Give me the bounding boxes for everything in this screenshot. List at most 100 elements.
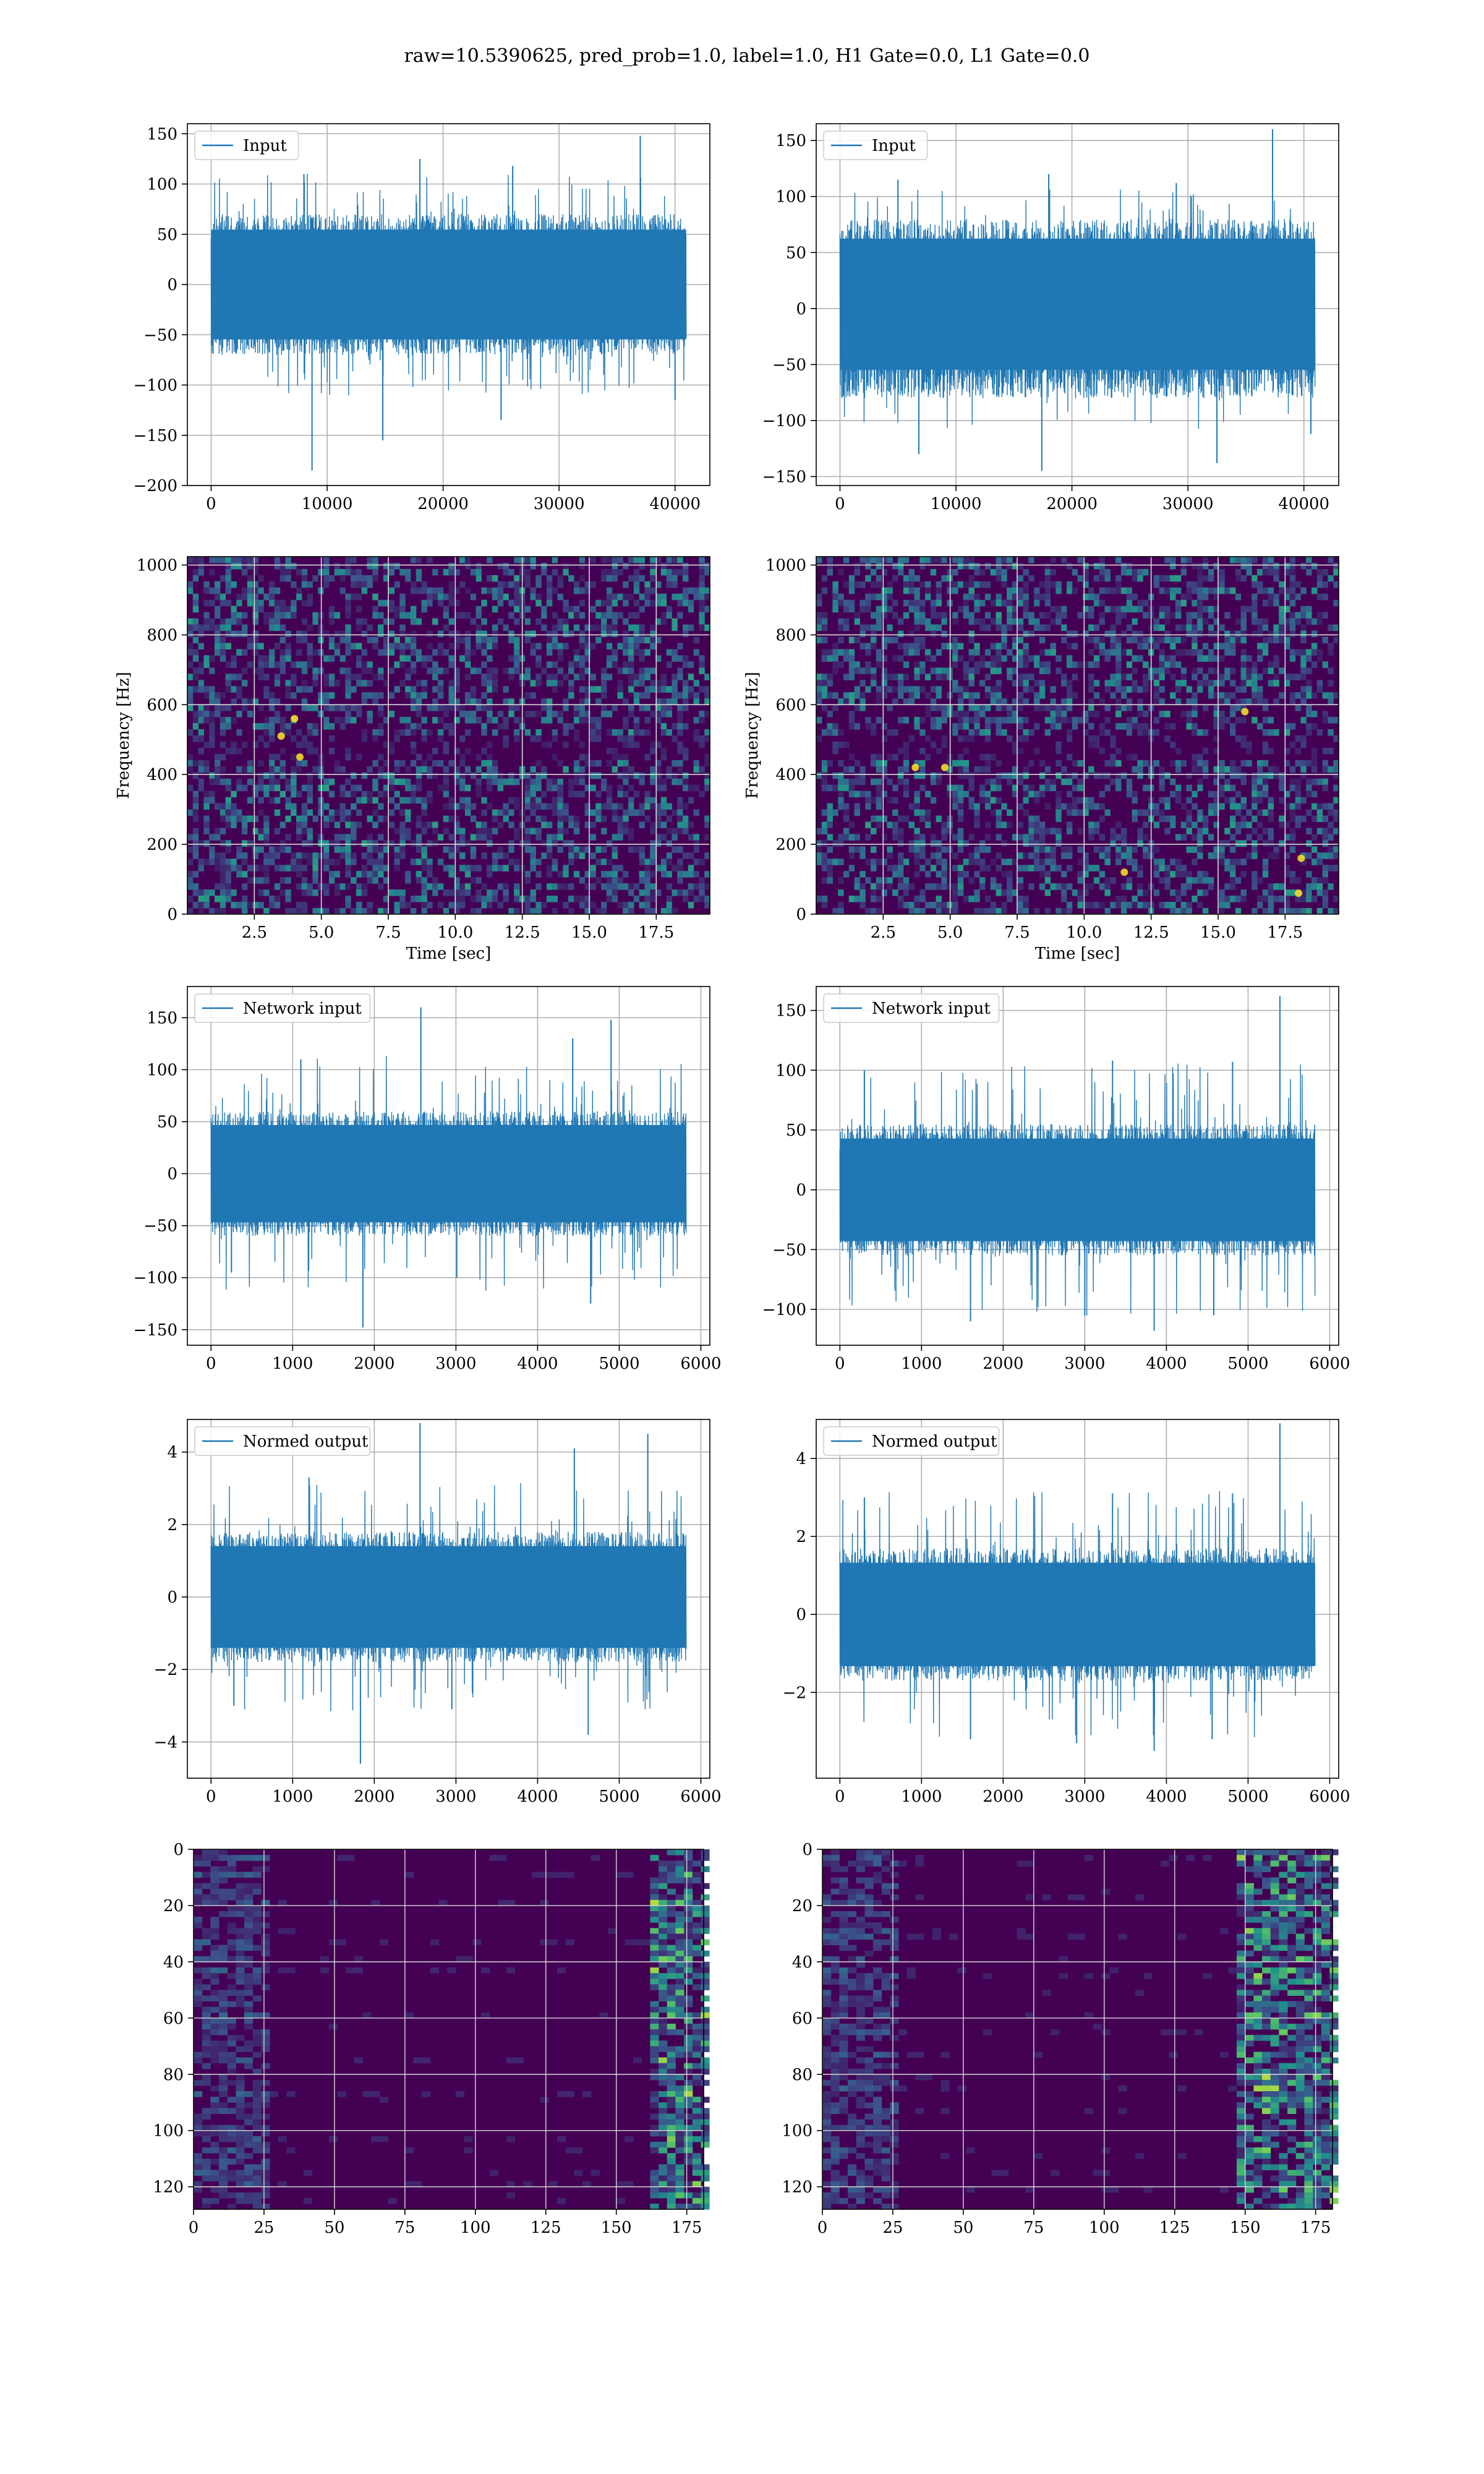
heatmap-cell — [568, 858, 574, 865]
heatmap-cell — [187, 908, 194, 915]
heatmap-cell — [865, 649, 871, 656]
heatmap-cell — [1246, 760, 1252, 767]
heatmap-cell — [432, 698, 438, 705]
heatmap-cell — [1273, 772, 1279, 779]
heatmap-cell — [356, 568, 362, 576]
heatmap-cell — [568, 778, 574, 785]
heatmap-cell — [416, 649, 422, 656]
heatmap-cell — [301, 828, 308, 835]
heatmap-cell — [677, 599, 683, 607]
heatmap-cell — [650, 624, 656, 631]
heatmap-cell — [816, 717, 822, 724]
heatmap-cell — [606, 877, 613, 884]
heatmap-cell — [919, 606, 926, 613]
heatmap-cell — [274, 606, 281, 613]
heatmap-cell — [838, 649, 844, 656]
heatmap-cell — [568, 883, 574, 890]
heatmap-cell — [514, 778, 520, 785]
heatmap-cell — [633, 883, 640, 890]
heatmap-cell — [1333, 852, 1339, 859]
heatmap-cell — [848, 723, 855, 730]
heatmap-cell — [541, 821, 547, 829]
heatmap-cell — [1039, 883, 1046, 890]
heatmap-cell — [1284, 790, 1290, 798]
heatmap-cell — [356, 593, 362, 601]
heatmap-cell — [579, 753, 586, 761]
heatmap-cell — [503, 563, 509, 570]
heatmap-cell — [612, 871, 618, 878]
heatmap-cell — [650, 772, 656, 779]
heatmap-cell — [1316, 778, 1323, 785]
heatmap-cell — [1028, 828, 1034, 835]
heatmap-cell — [394, 865, 400, 871]
heatmap-cell — [470, 649, 477, 656]
heatmap-cell — [1110, 636, 1116, 644]
heatmap-cell — [1066, 643, 1073, 650]
heatmap-cell — [1252, 717, 1258, 724]
heatmap-cell — [1213, 587, 1220, 594]
heatmap-cell — [514, 889, 520, 896]
heatmap-cell — [1137, 643, 1143, 650]
heatmap-cell — [514, 557, 520, 563]
heatmap-cell — [307, 723, 313, 730]
heatmap-cell — [854, 834, 861, 841]
heatmap-cell — [1017, 821, 1024, 829]
heatmap-cell — [871, 760, 877, 767]
heatmap-cell — [1230, 692, 1236, 699]
heatmap-cell — [427, 871, 433, 878]
heatmap-cell — [291, 735, 297, 742]
heatmap-cell — [1295, 821, 1302, 829]
heatmap-cell — [952, 896, 958, 902]
heatmap-cell — [247, 711, 254, 717]
heatmap-cell — [475, 790, 482, 798]
heatmap-cell — [699, 575, 705, 582]
heatmap-cell — [854, 803, 861, 810]
y-tick-label: −50 — [143, 326, 177, 345]
heatmap-cell — [1262, 667, 1269, 674]
heatmap-cell — [1284, 821, 1290, 829]
heatmap-cell — [203, 692, 210, 699]
heatmap-cell — [198, 735, 205, 742]
heatmap-cell — [454, 877, 460, 884]
heatmap-cell — [1230, 630, 1236, 638]
heatmap-cell — [1039, 692, 1046, 699]
heatmap-cell — [957, 828, 964, 835]
heatmap-cell — [1104, 655, 1111, 662]
heatmap-cell — [1180, 760, 1187, 767]
heatmap-cell — [990, 753, 997, 761]
heatmap-cell — [285, 729, 291, 736]
heatmap-cell — [546, 581, 553, 588]
heatmap-cell — [1104, 729, 1111, 736]
heatmap-cell — [974, 729, 980, 736]
heatmap-cell — [699, 612, 705, 619]
heatmap-cell — [508, 674, 514, 680]
heatmap-cell — [919, 852, 926, 859]
heatmap-cell — [865, 563, 871, 570]
heatmap-cell — [1252, 840, 1258, 847]
heatmap-cell — [1034, 747, 1040, 755]
heatmap-cell — [957, 797, 964, 804]
heatmap-cell — [968, 587, 974, 594]
heatmap-cell — [683, 772, 689, 779]
heatmap-cell — [881, 636, 888, 644]
heatmap-cell — [1262, 624, 1269, 631]
heatmap-cell — [887, 846, 893, 853]
heatmap-cell — [301, 575, 308, 582]
heatmap-cell — [1164, 865, 1171, 871]
heatmap-cell — [968, 636, 974, 644]
heatmap-cell — [1186, 630, 1192, 638]
heatmap-cell — [984, 729, 991, 736]
heatmap-cell — [848, 636, 855, 644]
heatmap-cell — [323, 723, 330, 730]
heatmap-cell — [1126, 852, 1133, 859]
y-tick-label: 600 — [147, 696, 177, 714]
heatmap-cell — [524, 815, 531, 823]
heatmap-cell — [475, 865, 482, 871]
heatmap-cell — [508, 581, 514, 588]
heatmap-cell — [421, 735, 427, 742]
heatmap-cell — [323, 852, 330, 859]
heatmap-cell — [236, 871, 242, 878]
heatmap-cell — [1202, 828, 1209, 835]
heatmap-cell — [936, 723, 942, 730]
heatmap-cell — [508, 821, 514, 829]
